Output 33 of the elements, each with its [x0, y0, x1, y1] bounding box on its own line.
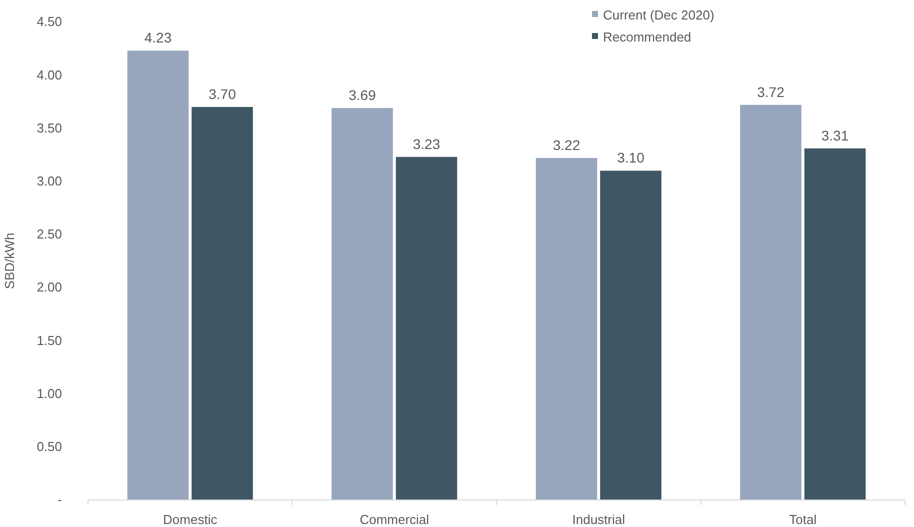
data-label: 3.72 [757, 84, 785, 100]
data-label: 3.22 [552, 136, 580, 153]
y-tick-label: 1.50 [36, 332, 62, 348]
x-tick-label: Domestic [163, 512, 218, 527]
y-tick-label: 1.00 [36, 386, 62, 401]
bar [536, 158, 598, 500]
y-tick-label: 2.50 [36, 226, 62, 242]
data-label: 4.23 [144, 30, 172, 46]
bar [192, 106, 253, 500]
x-tick-label: Commercial [360, 512, 430, 527]
y-tick-label: 4.50 [36, 14, 62, 30]
bar [332, 108, 393, 500]
x-tick-label: Total [789, 512, 817, 527]
y-tick-label: 4.00 [36, 67, 62, 82]
data-label: 3.31 [821, 127, 849, 144]
bar [396, 156, 458, 500]
y-tick-label: - [58, 492, 62, 508]
legend-label: Recommended [603, 30, 692, 45]
y-tick-label: 2.00 [36, 280, 62, 295]
data-label: 3.10 [617, 150, 645, 166]
y-tick-label: 3.50 [36, 120, 62, 136]
y-tick-label: 0.50 [36, 439, 62, 454]
y-tick-label: 3.00 [36, 173, 62, 188]
x-tick-label: Industrial [572, 512, 626, 527]
bar [740, 104, 802, 500]
bar [804, 148, 866, 500]
data-label: 3.70 [208, 86, 236, 102]
legend-label: Current (Dec 2020) [603, 8, 714, 23]
data-label: 3.69 [348, 87, 376, 104]
bar [127, 50, 189, 500]
y-axis-title: SBD/kWh [2, 232, 17, 290]
bar [600, 170, 662, 500]
data-label: 3.23 [412, 136, 440, 152]
